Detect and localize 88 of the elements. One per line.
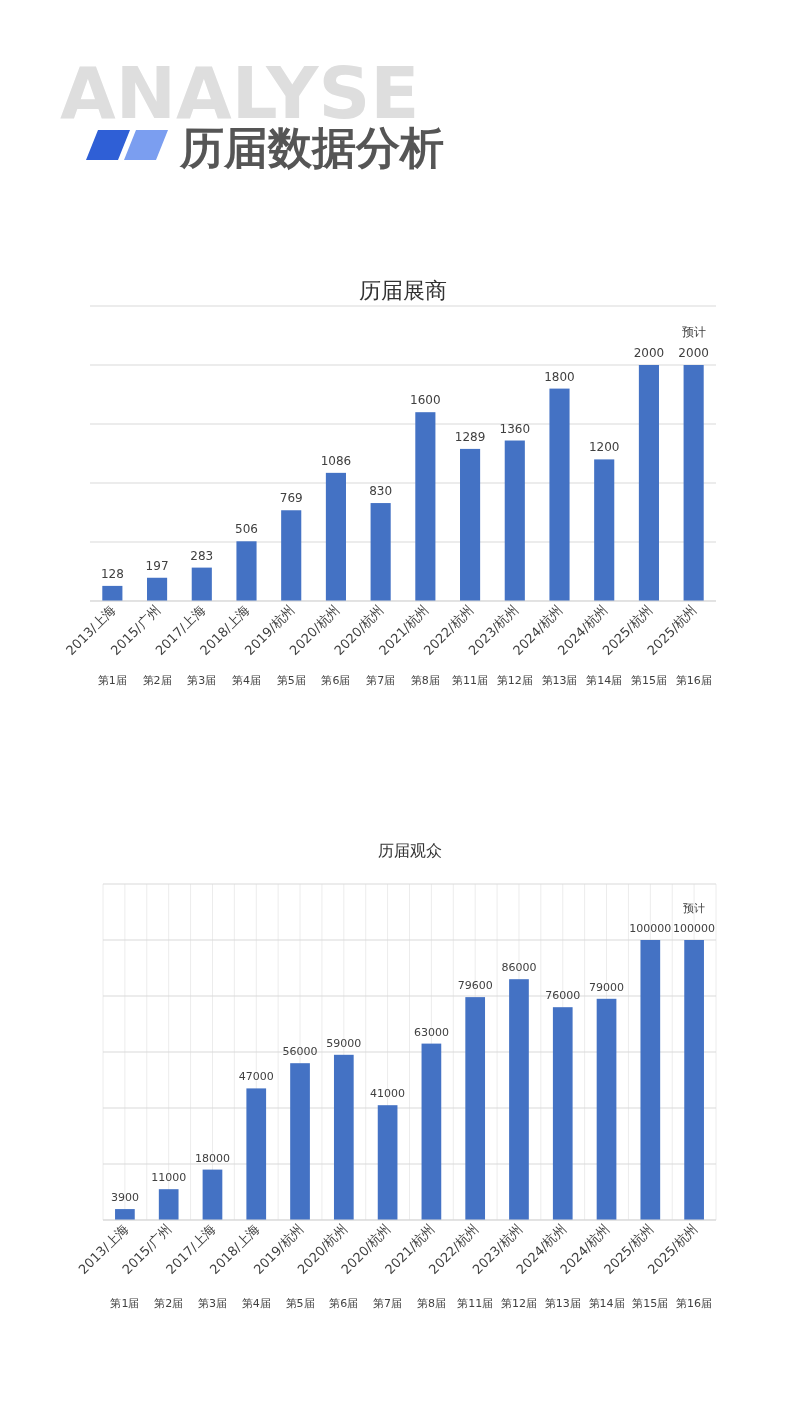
text: 第16届 (675, 674, 712, 687)
bar (549, 388, 570, 601)
text: 第8届 (410, 674, 440, 687)
data-label: 100000 (673, 922, 716, 935)
text: 第4届 (241, 1297, 271, 1310)
data-label: 283 (190, 548, 214, 563)
data-label: 86000 (501, 961, 537, 975)
data-label: 76000 (545, 989, 581, 1003)
text: 第1届 (97, 674, 127, 687)
data-label: 2000 (678, 346, 709, 360)
bar (115, 1209, 135, 1220)
data-label: 1360 (499, 421, 531, 436)
text: 第4届 (232, 674, 261, 687)
chart-title: 历届观众 (377, 841, 442, 860)
data-label: 506 (235, 522, 258, 537)
bar (102, 585, 123, 601)
annotation: 预计 (683, 902, 706, 915)
bar (594, 459, 615, 601)
bar (236, 541, 257, 601)
bar (415, 412, 436, 601)
text: 第6届 (329, 1297, 359, 1310)
text: 第15届 (630, 674, 667, 687)
text: 第6届 (321, 674, 351, 687)
bar (281, 510, 302, 601)
bar (460, 448, 481, 601)
text: 第8届 (416, 1297, 446, 1310)
data-label: 11000 (151, 1171, 187, 1185)
data-label: 79000 (589, 980, 625, 994)
data-label: 1200 (588, 440, 620, 455)
text: 第7届 (366, 674, 396, 687)
bar (333, 1054, 354, 1220)
text: 第7届 (373, 1297, 403, 1310)
text: 第13届 (541, 674, 578, 687)
annotation: 预计 (681, 325, 706, 339)
bar (191, 567, 212, 601)
data-label: 47000 (238, 1070, 274, 1084)
bar (465, 997, 486, 1220)
bar (638, 365, 659, 601)
data-label: 41000 (370, 1087, 406, 1101)
data-label: 100000 (629, 922, 672, 935)
data-label: 1600 (410, 393, 441, 408)
data-label: 59000 (326, 1036, 362, 1050)
bar (147, 577, 168, 601)
bar (370, 503, 391, 601)
data-label: 63000 (413, 1025, 449, 1039)
data-label: 56000 (282, 1045, 318, 1059)
bar (683, 365, 704, 601)
text: 第5届 (285, 1297, 315, 1310)
bar (684, 940, 704, 1220)
text: 第11届 (452, 674, 489, 687)
bar (377, 1105, 398, 1220)
bar (246, 1088, 267, 1220)
text: 第5届 (276, 674, 306, 687)
bar (421, 1043, 442, 1220)
text: 第1届 (110, 1297, 140, 1310)
bar (640, 940, 661, 1220)
text: 第12届 (496, 674, 533, 687)
bar (325, 472, 346, 601)
bar (552, 1007, 573, 1220)
data-label: 128 (100, 566, 124, 581)
text: 第16届 (676, 1297, 713, 1310)
text: 第3届 (197, 1297, 227, 1310)
text: 第14届 (588, 1297, 625, 1310)
data-label: 79600 (457, 979, 493, 993)
data-label: 2000 (633, 346, 665, 360)
data-label: 769 (279, 491, 303, 506)
text: 第13届 (544, 1297, 581, 1310)
bar (504, 440, 525, 601)
bar (202, 1169, 223, 1220)
data-label: 1800 (544, 369, 575, 384)
data-label: 1086 (320, 453, 352, 468)
data-label: 830 (369, 484, 393, 499)
text: 第3届 (187, 674, 217, 687)
bar (596, 998, 617, 1220)
data-label: 18000 (194, 1151, 230, 1165)
bar (290, 1063, 310, 1220)
data-label: 3900 (110, 1191, 139, 1205)
data-label: 1289 (454, 429, 486, 444)
data-label: 197 (145, 558, 169, 573)
chart-title: 历届展商 (359, 278, 447, 303)
text: 第2届 (142, 674, 172, 687)
bar (509, 979, 529, 1220)
text: 第2届 (154, 1297, 184, 1310)
text: 第15届 (632, 1297, 669, 1310)
text: 第11届 (457, 1297, 494, 1310)
text: 第12届 (500, 1297, 537, 1310)
text: 第14届 (586, 674, 623, 687)
bar (158, 1189, 179, 1220)
